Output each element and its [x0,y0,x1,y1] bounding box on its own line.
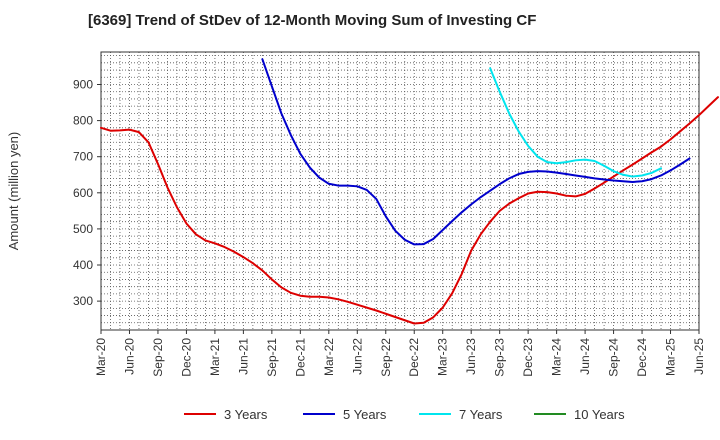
x-tick-label: Sep-24 [607,338,621,377]
x-tick-label: Jun-21 [236,338,250,375]
series-lines [100,58,719,325]
grid-lines [101,52,699,330]
x-tick-label: Dec-22 [407,338,421,377]
x-tick-label: Mar-20 [94,338,108,376]
y-tick-label: 700 [73,150,93,164]
legend-item-7-years: 7 Years [419,407,503,422]
series-line-3-years [100,96,719,325]
x-tick-label: Mar-25 [664,338,678,376]
chart-title: [6369] Trend of StDev of 12-Month Moving… [88,12,537,29]
legend-label: 5 Years [343,407,387,422]
legend: 3 Years 5 Years 7 Years 10 Years [184,407,625,422]
x-tick-label: Mar-22 [322,338,336,376]
legend-label: 10 Years [574,407,625,422]
legend-item-5-years: 5 Years [303,407,387,422]
y-tick-label: 600 [73,186,93,200]
x-tick-label: Dec-23 [521,338,535,377]
x-tick-label: Sep-22 [379,338,393,377]
legend-label: 7 Years [459,407,503,422]
plot-frame [100,51,700,331]
x-tick-label: Mar-23 [436,338,450,376]
series-line-5-years [261,58,691,246]
x-tick-label: Sep-20 [151,338,165,377]
y-tick-label: 500 [73,222,93,236]
x-tick-label: Sep-23 [493,338,507,377]
y-tick-label: 300 [73,294,93,308]
x-tick-label: Dec-20 [179,338,193,377]
x-tick-label: Jun-25 [692,338,706,375]
x-tick-label: Dec-21 [293,338,307,377]
x-tick-label: Jun-24 [578,338,592,375]
x-tick-label: Jun-20 [122,338,136,375]
plot-area [101,52,699,330]
legend-label: 3 Years [224,407,268,422]
y-tick-label: 400 [73,258,93,272]
legend-item-10-years: 10 Years [534,407,625,422]
x-tick-label: Mar-21 [208,338,222,376]
series-line-7-years [489,67,663,178]
y-axis-label: Amount (million yen) [6,132,21,251]
legend-item-3-years: 3 Years [184,407,268,422]
x-tick-label: Sep-21 [265,338,279,377]
x-tick-label: Dec-24 [635,338,649,377]
x-tick-label: Mar-24 [550,338,564,376]
y-tick-label: 900 [73,77,93,91]
y-tick-label: 800 [73,114,93,128]
y-axis: 300 400 500 600 700 800 900 [73,77,101,308]
x-axis: Mar-20 Jun-20 Sep-20 Dec-20 Mar-21 Jun-21 Sep-… [94,330,706,377]
x-tick-label: Jun-23 [464,338,478,375]
x-tick-label: Jun-22 [350,338,364,375]
